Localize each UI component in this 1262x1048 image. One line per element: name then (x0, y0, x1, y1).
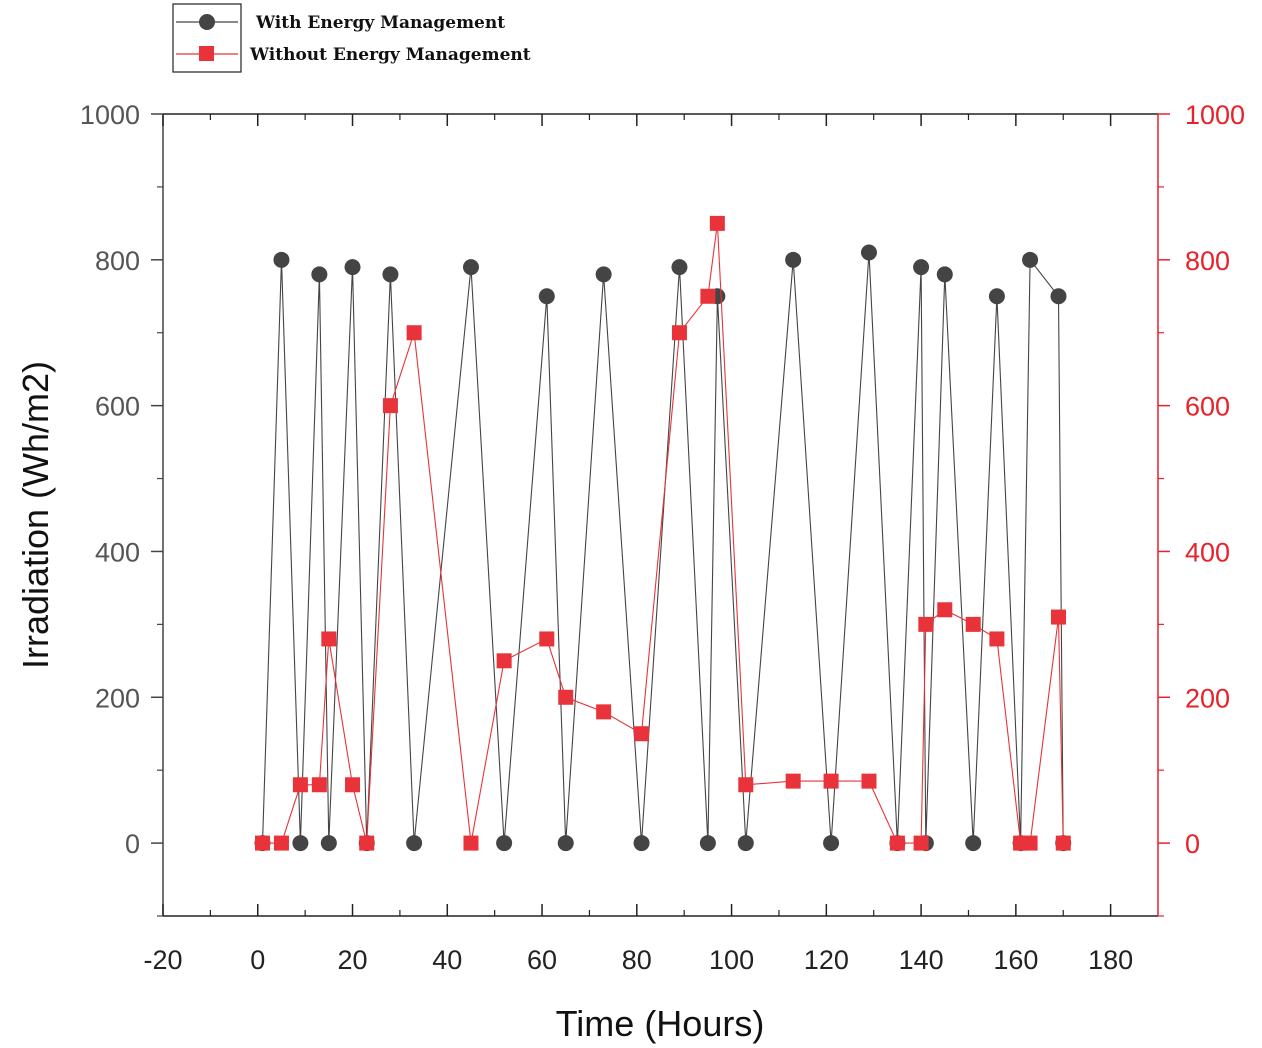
data-point (913, 259, 930, 276)
x-tick-label: 140 (899, 945, 944, 975)
data-point (382, 266, 399, 283)
legend-label-without: Without Energy Management (249, 45, 531, 65)
x-tick-label: 40 (432, 945, 462, 975)
y-tick-label-right: 600 (1185, 392, 1230, 422)
data-point (823, 773, 839, 789)
x-tick-label: 160 (993, 945, 1038, 975)
data-point (737, 835, 754, 852)
data-point (988, 288, 1005, 305)
data-point (496, 835, 513, 852)
data-point (273, 835, 289, 851)
data-point (1055, 835, 1071, 851)
data-point (785, 773, 801, 789)
data-point (709, 215, 725, 231)
data-point (321, 631, 337, 647)
data-point (595, 266, 612, 283)
data-point (382, 398, 398, 414)
data-point (671, 325, 687, 341)
data-point (538, 288, 555, 305)
data-point (989, 631, 1005, 647)
data-point (860, 244, 877, 261)
y-tick-label-right: 0 (1185, 829, 1200, 859)
x-tick-label: 80 (622, 945, 652, 975)
data-point (596, 704, 612, 720)
series-0 (254, 244, 1072, 852)
data-point (700, 288, 716, 304)
data-point (671, 259, 688, 276)
data-point (1050, 288, 1067, 305)
x-tick-label: 100 (709, 945, 754, 975)
series-layer (254, 215, 1072, 852)
data-point (936, 266, 953, 283)
data-point (1022, 251, 1039, 268)
data-point (311, 777, 327, 793)
y-tick-label-left: 1000 (80, 100, 140, 130)
data-point (311, 266, 328, 283)
data-point (345, 777, 361, 793)
data-point (889, 835, 905, 851)
data-point (913, 835, 929, 851)
x-tick-label: 20 (338, 945, 368, 975)
data-point (255, 835, 270, 851)
data-point (463, 835, 479, 851)
data-point (633, 835, 650, 852)
x-axis-title: Time (Hours) (556, 1003, 765, 1044)
data-point (861, 773, 877, 789)
y-tick-label-right: 400 (1185, 537, 1230, 567)
y-tick-label-right: 1000 (1185, 100, 1245, 130)
data-point (557, 835, 574, 852)
y-axis-title: Irradiation (Wh/m2) (15, 361, 56, 669)
data-point (462, 259, 479, 276)
legend-marker-with (199, 14, 215, 30)
data-point (965, 616, 981, 632)
legend-box (172, 3, 242, 73)
data-point (785, 251, 802, 268)
legend-label-with: With Energy Management (255, 13, 505, 33)
y-tick-label-left: 0 (125, 829, 140, 859)
data-point (292, 777, 308, 793)
data-point (1051, 609, 1066, 625)
data-point (937, 602, 953, 618)
data-point (738, 777, 754, 793)
data-point (558, 689, 574, 705)
y-tick-label-left: 200 (95, 683, 140, 713)
y-tick-label-left: 400 (95, 537, 140, 567)
y-tick-label-right: 200 (1185, 683, 1230, 713)
ticks-layer: -20 0 20 40 60 80 100 120 140 160 180 0 200 400 600 800… (80, 100, 1245, 975)
data-point (344, 259, 361, 276)
data-point (699, 835, 716, 852)
data-point (273, 251, 290, 268)
y-tick-label-left: 600 (95, 392, 140, 422)
data-point (823, 835, 840, 852)
x-tick-label: 120 (804, 945, 849, 975)
x-tick-label: 0 (250, 945, 265, 975)
data-point (965, 835, 982, 852)
y-tick-label-right: 800 (1185, 246, 1230, 276)
data-point (320, 835, 337, 852)
series-line (261, 252, 1064, 844)
data-point (539, 631, 555, 647)
data-point (496, 653, 512, 669)
series-1 (255, 215, 1071, 851)
data-point (918, 616, 934, 632)
data-point (406, 325, 422, 341)
data-point (1022, 835, 1038, 851)
plot-frame (162, 113, 1159, 917)
legend: With Energy Management Without Energy Ma… (172, 3, 531, 73)
x-tick-label: 180 (1088, 945, 1133, 975)
x-tick-label: 60 (527, 945, 557, 975)
x-tick-label: -20 (143, 945, 182, 975)
data-point (634, 726, 650, 742)
data-point (292, 835, 309, 852)
data-point (359, 835, 375, 851)
y-tick-label-left: 800 (95, 246, 140, 276)
legend-marker-without (199, 46, 214, 61)
data-point (406, 835, 423, 852)
